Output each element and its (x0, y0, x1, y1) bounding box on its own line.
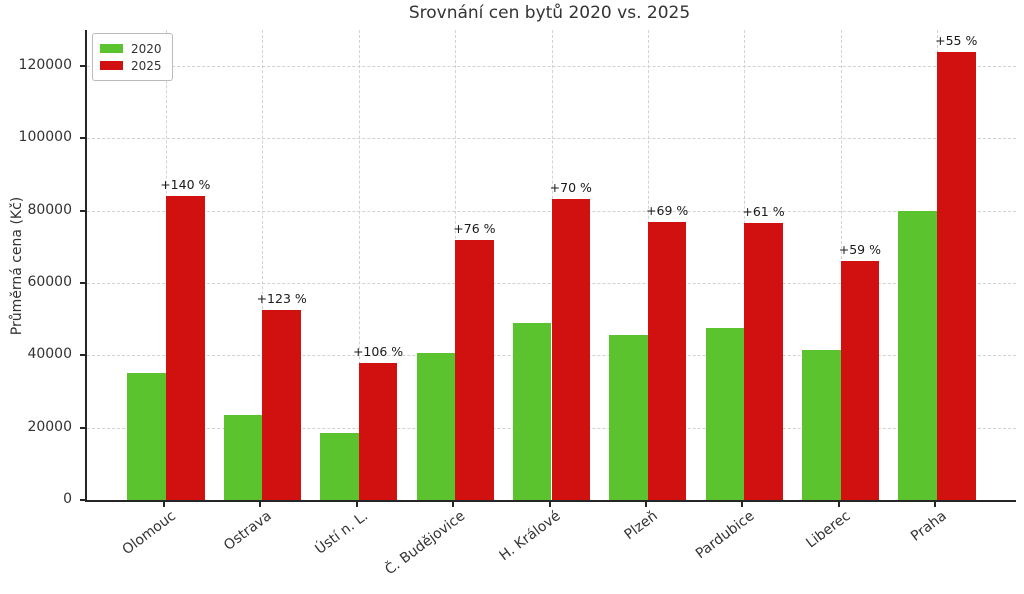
x-tick-mark (259, 502, 262, 507)
bar-2020-Pardubice (705, 328, 745, 500)
bar-2025-Plzeň (647, 221, 687, 500)
y-tick-label: 20000 (27, 418, 72, 435)
plot-area: +140 % +123 % +106 % +76 % +70 % +69 % +61 % +5… (85, 30, 1016, 502)
y-tick-label: 40000 (27, 346, 72, 363)
x-tick-label: Liberec (802, 508, 854, 552)
y-tick-label: 0 (63, 491, 72, 507)
y-tick-label: 120000 (18, 57, 72, 74)
x-tick-mark (644, 502, 647, 507)
bar-2025-Č. Budějovice (455, 240, 494, 500)
pct-annotation: +59 % (838, 242, 881, 258)
gridline-vertical (358, 30, 360, 500)
x-tick-label: Pardubice (692, 508, 757, 563)
pct-annotation: +123 % (256, 290, 307, 306)
bar-2020-Č. Budějovice (416, 352, 456, 500)
bar-2025-Ústí n. L. (358, 362, 398, 500)
bar-2020-Liberec (802, 349, 841, 500)
x-tick-mark (933, 502, 936, 507)
bar-2020-Ostrava (223, 414, 263, 500)
x-tick-label: Ústí n. L. (312, 508, 372, 558)
bar-2025-H. Králové (551, 198, 591, 500)
legend-label: 2025 (131, 58, 162, 73)
legend: 2020 2025 (92, 33, 173, 81)
bar-2025-Olomouc (166, 196, 205, 500)
bar-2025-Liberec (840, 261, 880, 500)
x-tick-label: Ostrava (221, 508, 276, 554)
pct-annotation: +76 % (453, 221, 496, 237)
y-tick-label: 80000 (27, 201, 72, 218)
y-tick-mark (80, 137, 85, 140)
legend-entry-2020: 2020 (100, 40, 162, 57)
y-tick-mark (80, 65, 85, 68)
x-tick-label: Plzeň (621, 508, 661, 544)
legend-label: 2020 (131, 41, 162, 56)
y-tick-mark (80, 499, 85, 501)
x-tick-mark (452, 502, 455, 507)
x-tick-mark (355, 502, 358, 507)
gridline-vertical (262, 30, 264, 500)
chart-title: Srovnání cen bytů 2020 vs. 2025 (408, 3, 691, 23)
pct-annotation: +69 % (646, 202, 689, 218)
pct-annotation: +70 % (549, 179, 592, 195)
pct-annotation: +55 % (935, 32, 978, 48)
bar-2020-Ústí n. L. (320, 433, 359, 500)
x-tick-label: Praha (908, 508, 950, 545)
x-tick-mark (548, 502, 551, 507)
pct-annotation: +106 % (352, 343, 404, 359)
legend-entry-2025: 2025 (100, 57, 162, 74)
bar-2025-Pardubice (744, 223, 783, 500)
bar-2020-Plzeň (609, 335, 648, 500)
bar-2020-H. Králové (512, 322, 552, 500)
bar-2025-Praha (936, 51, 976, 500)
pct-annotation: +61 % (742, 204, 785, 220)
bar-2020-Praha (898, 210, 937, 500)
y-tick-label: 100000 (18, 129, 72, 146)
x-tick-label: H. Králové (496, 508, 565, 565)
x-tick-mark (163, 502, 166, 507)
x-tick-mark (837, 502, 840, 507)
y-tick-mark (80, 354, 85, 357)
pct-annotation: +140 % (160, 177, 211, 193)
bar-2025-Ostrava (262, 309, 301, 500)
y-tick-label: 60000 (27, 274, 72, 291)
legend-swatch-2020 (100, 44, 123, 53)
x-tick-mark (741, 502, 744, 507)
y-tick-mark (80, 426, 85, 429)
y-tick-mark (80, 209, 85, 212)
x-tick-label: Olomouc (119, 508, 179, 559)
legend-swatch-2025 (100, 61, 123, 70)
bar-2020-Olomouc (127, 373, 167, 500)
y-tick-mark (80, 282, 85, 285)
x-tick-label: Č. Budějovice (381, 508, 468, 579)
